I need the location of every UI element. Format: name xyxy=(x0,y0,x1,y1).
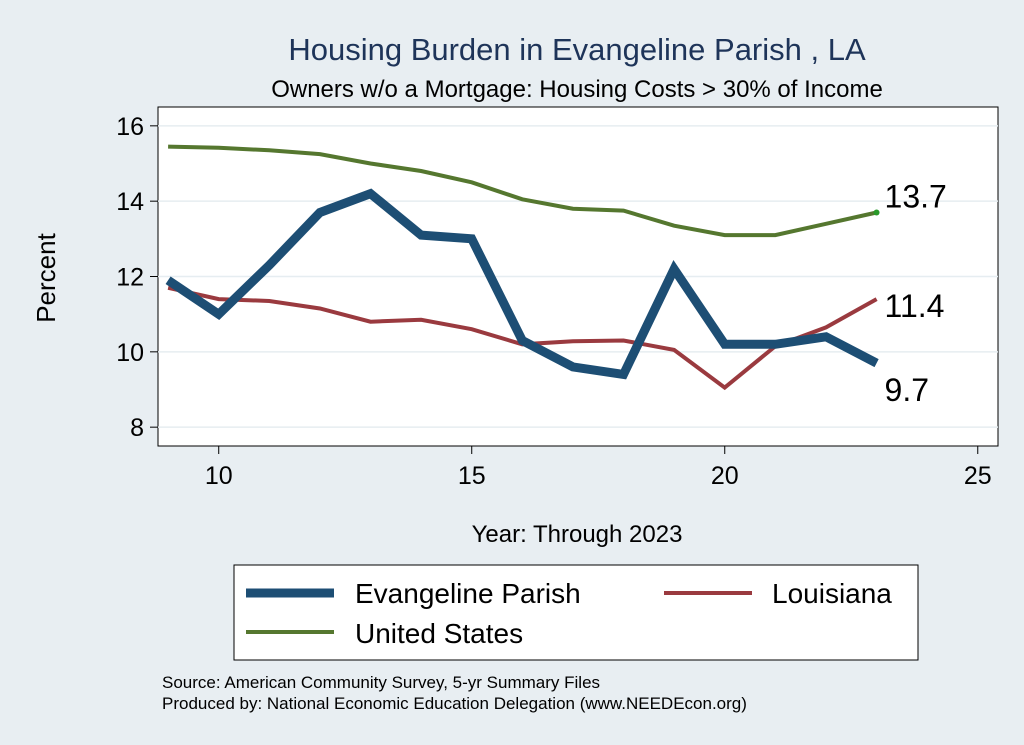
legend-label-us: United States xyxy=(355,618,523,649)
legend-box xyxy=(233,564,919,661)
series-line-evangeline-parish xyxy=(165,188,879,380)
axes: 8 10 12 14 16 10 15 20 25 xyxy=(116,113,991,490)
x-tick-label: 25 xyxy=(964,462,992,490)
end-label-evangeline-parish: 9.7 xyxy=(885,372,929,408)
chart-title: Housing Burden in Evangeline Parish , LA xyxy=(288,32,866,67)
series-line-united-states xyxy=(168,144,878,238)
end-labels: 9.7 11.4 13.7 xyxy=(885,178,947,408)
legend-label-evangeline: Evangeline Parish xyxy=(355,578,581,609)
x-tick-label: 10 xyxy=(205,462,233,490)
y-tick-label: 10 xyxy=(116,339,144,367)
legend-label-louisiana: Louisiana xyxy=(772,578,892,609)
legend: Evangeline Parish Louisiana United State… xyxy=(233,564,919,661)
end-label-united-states: 13.7 xyxy=(885,178,947,214)
x-tick-label: 20 xyxy=(711,462,739,490)
chart-subtitle: Owners w/o a Mortgage: Housing Costs > 3… xyxy=(271,76,883,103)
source-line: Source: American Community Survey, 5-yr … xyxy=(162,673,600,692)
y-tick-label: 8 xyxy=(130,414,144,442)
series-group xyxy=(165,144,880,391)
y-tick-label: 14 xyxy=(116,188,144,216)
y-axis-label: Percent xyxy=(31,232,61,322)
x-axis-label: Year: Through 2023 xyxy=(472,521,683,548)
y-tick-label: 16 xyxy=(116,113,144,141)
y-tick-label: 12 xyxy=(116,264,144,292)
produced-by-line: Produced by: National Economic Education… xyxy=(162,694,747,713)
series-end-marker xyxy=(873,209,880,216)
x-tick-label: 15 xyxy=(458,462,486,490)
end-label-louisiana: 11.4 xyxy=(885,288,945,324)
